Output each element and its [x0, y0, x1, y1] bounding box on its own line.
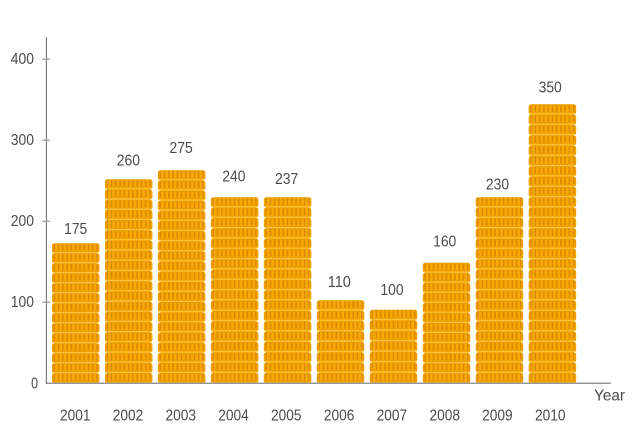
svg-text:2002: 2002	[113, 407, 144, 424]
svg-text:300: 300	[11, 132, 34, 149]
svg-text:237: 237	[275, 171, 298, 188]
svg-text:240: 240	[222, 169, 245, 186]
svg-text:2008: 2008	[429, 407, 460, 424]
svg-text:275: 275	[170, 140, 193, 157]
svg-text:2005: 2005	[271, 407, 302, 424]
svg-text:175: 175	[64, 221, 87, 238]
svg-text:2009: 2009	[482, 407, 513, 424]
svg-text:350: 350	[539, 79, 562, 96]
svg-text:230: 230	[486, 177, 509, 194]
svg-text:200: 200	[11, 213, 34, 230]
svg-text:400: 400	[11, 51, 34, 68]
svg-text:2007: 2007	[377, 407, 408, 424]
svg-text:0: 0	[31, 376, 38, 393]
svg-text:2006: 2006	[324, 407, 355, 424]
svg-text:Year: Year	[594, 388, 626, 405]
svg-text:2004: 2004	[218, 407, 249, 424]
svg-text:110: 110	[328, 274, 351, 291]
svg-text:2003: 2003	[166, 407, 197, 424]
svg-text:100: 100	[11, 294, 34, 311]
svg-text:260: 260	[117, 152, 140, 169]
svg-text:2010: 2010	[535, 407, 566, 424]
svg-text:100: 100	[380, 282, 403, 299]
svg-text:160: 160	[433, 233, 456, 250]
svg-text:2001: 2001	[60, 407, 91, 424]
